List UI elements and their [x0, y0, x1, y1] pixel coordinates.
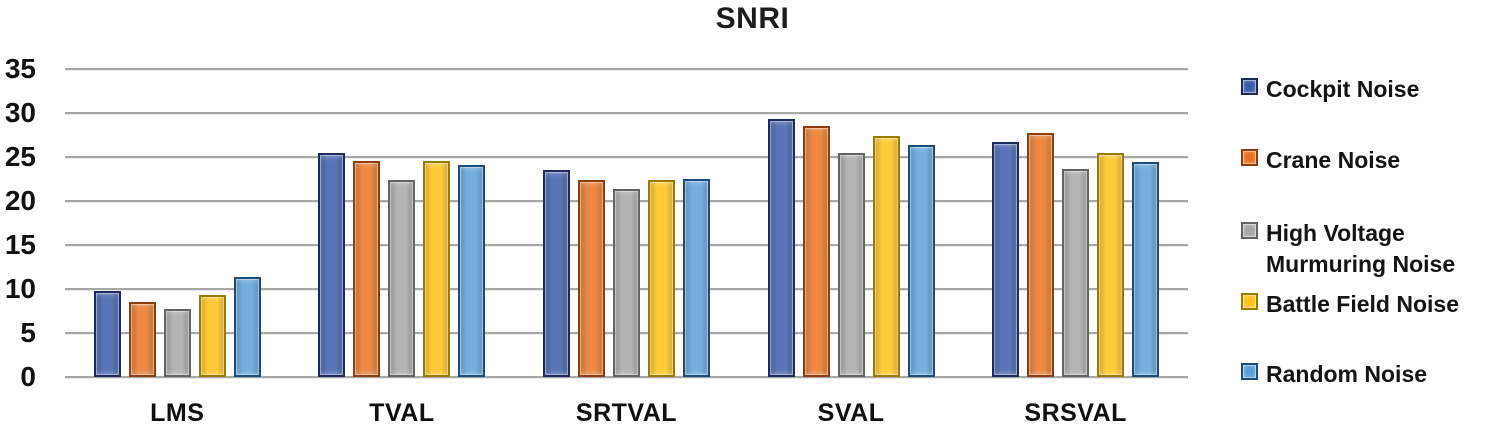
legend-item: Crane Noise [1241, 145, 1400, 176]
bar [128, 302, 156, 377]
bar [612, 188, 640, 377]
bar-group [514, 69, 739, 377]
bar [907, 144, 935, 377]
bar [682, 179, 710, 377]
legend-label: High Voltage Murmuring Noise [1266, 220, 1456, 277]
bar-groups [65, 69, 1188, 377]
gridline [65, 68, 1188, 70]
plot-area [65, 68, 1188, 378]
bar [198, 295, 226, 377]
x-axis-label: SVAL [817, 399, 885, 427]
bar [353, 160, 381, 377]
x-axis-label: TVAL [369, 399, 435, 427]
bar-group [65, 69, 290, 377]
bar-group [290, 69, 515, 377]
gridline [65, 156, 1188, 158]
legend-item: Battle Field Noise [1241, 289, 1459, 320]
bar [992, 142, 1020, 377]
legend-label: Cockpit Noise [1266, 76, 1420, 102]
bar [318, 153, 346, 377]
bar [1132, 162, 1160, 377]
legend-swatch [1241, 78, 1258, 95]
bar [233, 276, 261, 377]
bar-group [739, 69, 964, 377]
bar [93, 290, 121, 377]
bar [163, 309, 191, 377]
legend-label: Crane Noise [1266, 147, 1401, 173]
y-tick-label: 35 [4, 53, 36, 84]
y-tick-label: 20 [4, 185, 36, 216]
gridline [65, 376, 1188, 378]
bar [647, 179, 675, 377]
bar [458, 164, 486, 377]
x-axis-label: LMS [150, 399, 205, 427]
x-axis-label: SRSVAL [1024, 399, 1127, 427]
legend-label: Battle Field Noise [1266, 291, 1459, 317]
legend-swatch [1241, 293, 1258, 310]
bar [423, 160, 451, 377]
legend-item: Cockpit Noise [1241, 74, 1419, 105]
y-tick-label: 5 [20, 317, 36, 348]
bar [802, 126, 830, 377]
legend-swatch [1241, 149, 1258, 166]
y-tick-label: 30 [4, 97, 36, 128]
bar [767, 119, 795, 377]
legend-swatch [1241, 222, 1258, 239]
x-axis-label: SRTVAL [575, 399, 678, 427]
bar [1027, 133, 1055, 377]
y-tick-label: 10 [4, 273, 36, 304]
y-tick-label: 15 [4, 229, 36, 260]
legend-swatch [1241, 363, 1258, 380]
legend: Cockpit Noise Crane Noise High Voltage Mur… [1241, 0, 1503, 435]
bar [388, 179, 416, 377]
bar [837, 153, 865, 377]
gridline [65, 112, 1188, 114]
x-axis-labels: LMS TVAL SRTVAL SVAL SRSVAL [65, 399, 1188, 428]
y-tick-label: 0 [20, 361, 36, 392]
y-tick-label: 25 [4, 141, 36, 172]
legend-item: High Voltage Murmuring Noise [1241, 218, 1494, 280]
legend-label: Random Noise [1266, 361, 1428, 387]
bar [1062, 169, 1090, 377]
bar [1097, 153, 1125, 377]
bar [577, 179, 605, 377]
bar-group [963, 69, 1188, 377]
chart-title: SNRI [715, 2, 790, 35]
bar [872, 135, 900, 377]
legend-item: Random Noise [1241, 359, 1427, 390]
bar [542, 170, 570, 377]
